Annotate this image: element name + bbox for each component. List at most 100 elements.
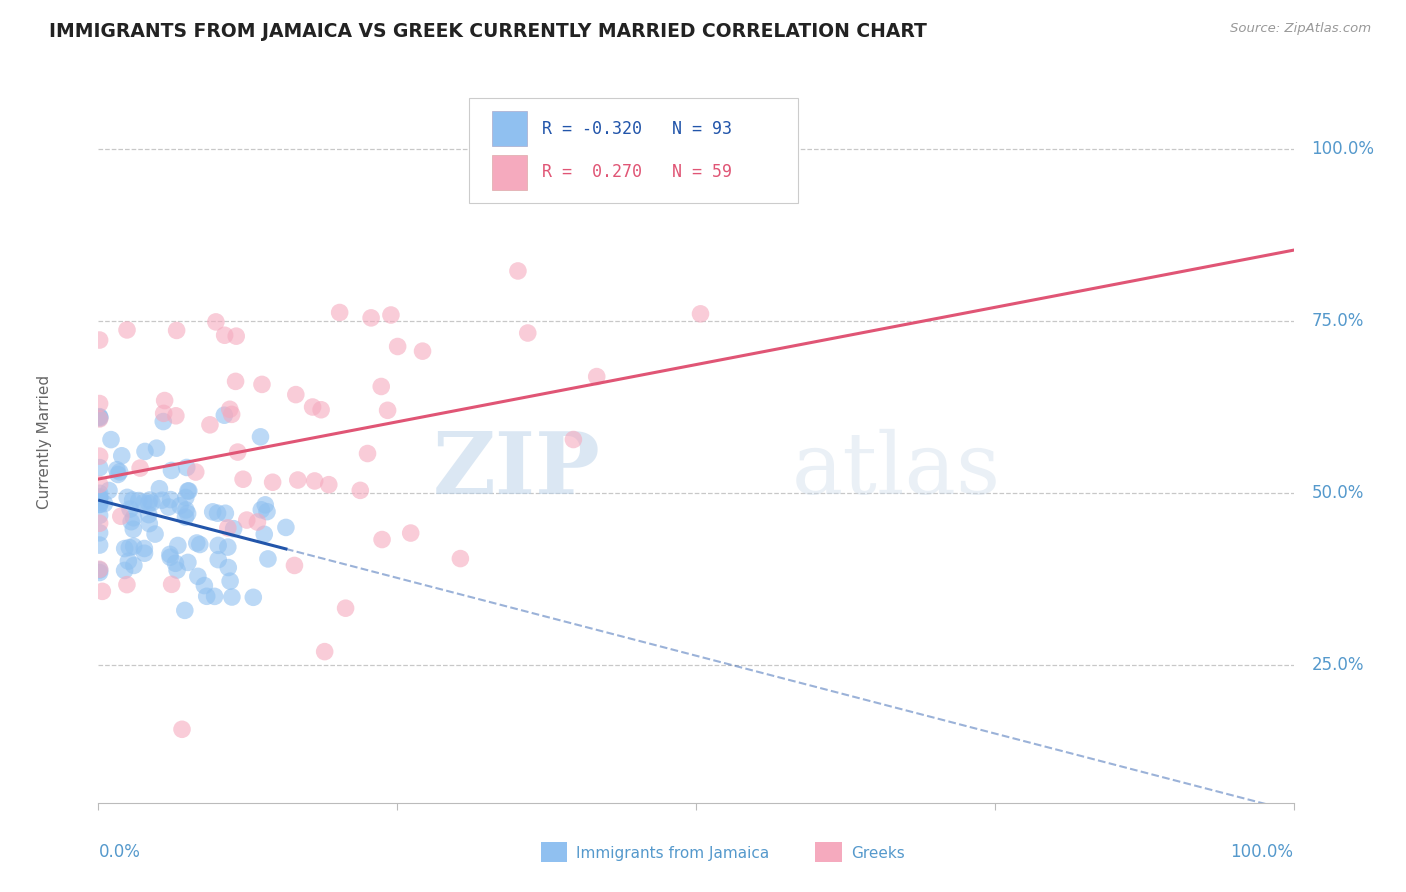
Point bbox=[370, 379, 392, 393]
Point bbox=[262, 475, 284, 490]
Point bbox=[335, 601, 357, 615]
Bar bbox=[815, 842, 842, 862]
Point bbox=[218, 402, 240, 417]
Point bbox=[287, 473, 309, 487]
Text: 25.0%: 25.0% bbox=[1312, 657, 1364, 674]
Point bbox=[187, 569, 209, 583]
Point bbox=[449, 551, 471, 566]
Point bbox=[214, 408, 236, 422]
Point bbox=[188, 537, 211, 551]
Point bbox=[232, 472, 254, 486]
Point bbox=[412, 344, 434, 359]
Point bbox=[356, 446, 378, 460]
Point bbox=[177, 483, 200, 498]
Point bbox=[177, 483, 200, 498]
Point bbox=[114, 541, 136, 556]
Point bbox=[132, 495, 155, 509]
Point bbox=[134, 444, 156, 458]
Point bbox=[399, 526, 422, 541]
Point bbox=[254, 498, 277, 512]
Point bbox=[122, 510, 145, 524]
Point bbox=[153, 393, 176, 408]
Point bbox=[246, 515, 269, 529]
Point bbox=[145, 441, 167, 455]
Text: 50.0%: 50.0% bbox=[1312, 484, 1364, 502]
Point bbox=[89, 525, 111, 540]
Point bbox=[115, 491, 138, 505]
Point bbox=[89, 495, 111, 509]
Point bbox=[120, 515, 142, 529]
Point bbox=[89, 486, 111, 500]
Point bbox=[91, 584, 114, 599]
Point bbox=[256, 505, 278, 519]
Point bbox=[166, 323, 188, 337]
Point bbox=[283, 558, 305, 573]
Point bbox=[138, 516, 160, 531]
Point bbox=[159, 547, 181, 561]
Point bbox=[150, 493, 173, 508]
Text: Source: ZipAtlas.com: Source: ZipAtlas.com bbox=[1230, 22, 1371, 36]
Point bbox=[214, 328, 236, 343]
Point bbox=[89, 491, 111, 506]
Point bbox=[236, 513, 259, 527]
Point bbox=[173, 603, 195, 617]
Point bbox=[184, 465, 207, 479]
Point bbox=[114, 563, 136, 577]
Point bbox=[157, 500, 180, 514]
Point bbox=[89, 460, 111, 475]
Point bbox=[100, 433, 122, 447]
Point bbox=[174, 503, 197, 517]
Point bbox=[186, 536, 208, 550]
Point bbox=[143, 527, 166, 541]
Point bbox=[129, 461, 152, 475]
Point bbox=[89, 538, 111, 552]
Point bbox=[152, 406, 174, 420]
Point bbox=[89, 562, 111, 576]
Text: R = -0.320   N = 93: R = -0.320 N = 93 bbox=[541, 120, 731, 137]
Point bbox=[107, 467, 129, 482]
Point bbox=[214, 506, 236, 520]
Point bbox=[89, 449, 111, 463]
Point bbox=[152, 415, 174, 429]
Point bbox=[250, 503, 273, 517]
Point bbox=[506, 264, 529, 278]
Point bbox=[284, 387, 307, 401]
Point bbox=[314, 645, 336, 659]
Point bbox=[177, 556, 200, 570]
Text: R =  0.270   N = 59: R = 0.270 N = 59 bbox=[541, 163, 731, 181]
Point bbox=[98, 483, 121, 498]
Point bbox=[138, 493, 160, 508]
Text: atlas: atlas bbox=[792, 429, 1001, 512]
Point bbox=[217, 521, 239, 535]
Point bbox=[349, 483, 371, 498]
Point bbox=[138, 508, 160, 522]
Point bbox=[105, 463, 128, 477]
Point bbox=[207, 538, 229, 552]
Point bbox=[89, 497, 111, 511]
Text: Immigrants from Jamaica: Immigrants from Jamaica bbox=[576, 846, 769, 861]
Point bbox=[89, 563, 111, 577]
Point bbox=[111, 449, 134, 463]
Point bbox=[165, 556, 187, 570]
Point bbox=[134, 541, 156, 556]
Point bbox=[89, 477, 111, 491]
FancyBboxPatch shape bbox=[470, 98, 797, 203]
Bar bbox=[492, 112, 527, 146]
Point bbox=[242, 591, 264, 605]
Point bbox=[225, 375, 247, 389]
Point bbox=[309, 402, 332, 417]
Point bbox=[159, 550, 181, 565]
Point bbox=[89, 412, 111, 426]
Point bbox=[205, 315, 228, 329]
Text: Greeks: Greeks bbox=[852, 846, 905, 861]
Point bbox=[257, 552, 280, 566]
Point bbox=[221, 590, 243, 604]
Text: ZIP: ZIP bbox=[433, 428, 600, 512]
Bar bbox=[541, 842, 567, 862]
Point bbox=[128, 493, 150, 508]
Point bbox=[360, 310, 382, 325]
Point bbox=[301, 400, 323, 414]
Point bbox=[134, 546, 156, 560]
Point bbox=[253, 527, 276, 541]
Point bbox=[371, 533, 394, 547]
